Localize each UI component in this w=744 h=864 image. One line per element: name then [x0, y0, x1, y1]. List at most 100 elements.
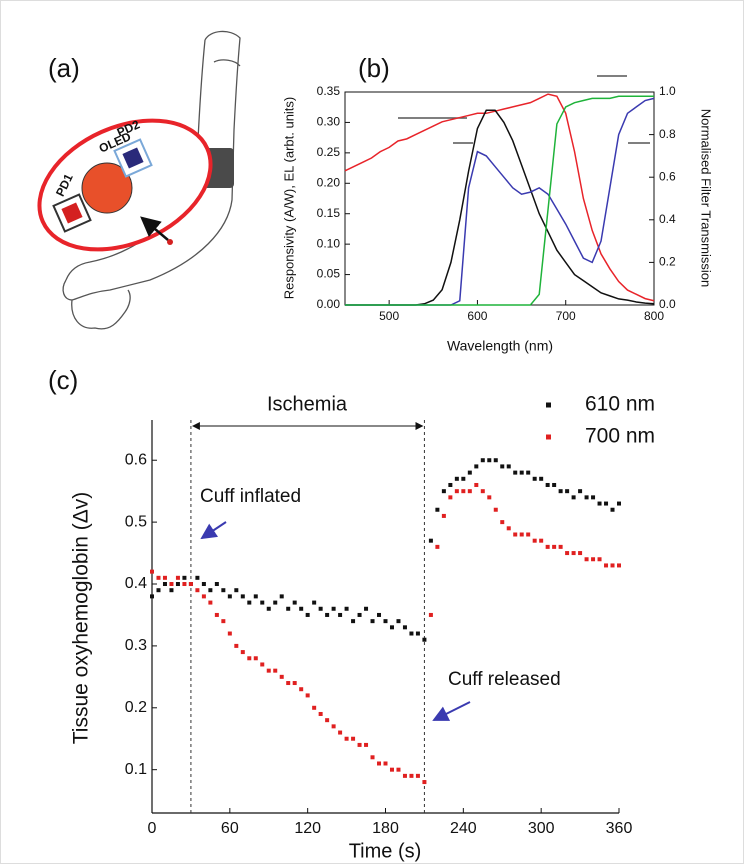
data-point: [162, 575, 167, 580]
data-point: [357, 612, 362, 617]
data-point: [260, 662, 265, 667]
data-point: [448, 482, 453, 487]
data-point: [461, 489, 466, 494]
data-point: [325, 718, 330, 723]
data-point: [532, 476, 537, 481]
data-point: [480, 458, 485, 463]
data-point: [364, 742, 369, 747]
y2-tick-label: 0.6: [659, 169, 676, 183]
panel-label: (a): [48, 53, 80, 83]
data-point: [195, 575, 200, 580]
data-point: [578, 551, 583, 556]
data-point: [493, 507, 498, 512]
legend-marker: [546, 402, 551, 408]
data-point: [240, 594, 245, 599]
data-point: [383, 619, 388, 624]
data-point: [610, 563, 615, 568]
pointer-arrow: [140, 216, 169, 241]
data-point: [208, 600, 213, 605]
data-point: [435, 544, 440, 549]
data-point: [467, 470, 472, 475]
x-axis-title: Wavelength (nm): [447, 338, 553, 354]
data-point: [389, 767, 394, 772]
y-tick-label: 0.20: [317, 175, 341, 189]
data-point: [539, 538, 544, 543]
x-tick-label: 360: [606, 820, 633, 837]
data-point: [610, 507, 615, 512]
data-point: [175, 582, 180, 587]
data-point: [428, 538, 433, 543]
y-tick-label: 0.10: [317, 236, 341, 250]
data-point: [286, 606, 291, 611]
data-point: [377, 761, 382, 766]
x-tick-label: 700: [556, 309, 576, 323]
y-tick-label: 0.1: [125, 761, 147, 778]
data-point: [409, 631, 414, 636]
sensor-dot: [167, 239, 173, 245]
data-point: [454, 489, 459, 494]
data-point: [597, 501, 602, 506]
y2-tick-label: 0.2: [659, 255, 676, 269]
data-point: [545, 544, 550, 549]
data-point: [260, 600, 265, 605]
y2-tick-label: 0.0: [659, 297, 676, 311]
data-point: [370, 755, 375, 760]
data-point: [604, 563, 609, 568]
x-tick-label: 60: [221, 820, 239, 837]
data-point: [565, 551, 570, 556]
data-point: [201, 582, 206, 587]
data-point: [500, 464, 505, 469]
data-point: [461, 476, 466, 481]
data-point: [402, 625, 407, 630]
data-point: [150, 569, 154, 574]
data-point: [227, 594, 232, 599]
data-point: [279, 674, 284, 679]
data-point: [169, 582, 174, 587]
y-axis-title: Responsivity (A/W), EL (arbt. units): [281, 97, 296, 300]
data-point: [253, 656, 258, 661]
data-point: [526, 532, 531, 537]
data-point: [565, 489, 570, 494]
data-point: [617, 563, 621, 568]
data-point: [500, 520, 505, 525]
data-point: [351, 736, 356, 741]
annotation: Cuff released: [448, 669, 561, 690]
data-point: [214, 582, 219, 587]
data-point: [305, 693, 310, 698]
panel-label: (c): [48, 365, 78, 395]
data-point: [234, 643, 239, 648]
data-point: [357, 742, 362, 747]
annotation-arrow: [432, 701, 471, 721]
data-point: [331, 724, 336, 729]
x-tick-label: 0: [148, 820, 157, 837]
data-point: [415, 773, 420, 778]
panel-label: (b): [358, 53, 390, 83]
data-point: [597, 557, 602, 562]
data-point: [195, 588, 200, 593]
y-tick-label: 0.2: [125, 699, 147, 716]
filter-markers: [398, 75, 650, 144]
data-point: [338, 730, 343, 735]
data-point: [325, 612, 330, 617]
data-point: [247, 656, 252, 661]
data-point: [552, 482, 557, 487]
annotation: Cuff inflated: [200, 486, 301, 507]
data-point: [221, 619, 226, 624]
data-point: [441, 513, 446, 518]
series-line: [345, 97, 655, 306]
data-point: [299, 687, 304, 692]
data-point: [331, 606, 336, 611]
data-point: [299, 606, 304, 611]
legend-label: 700 nm: [585, 425, 655, 448]
data-point: [318, 711, 323, 716]
data-point: [435, 507, 440, 512]
y2-tick-label: 1.0: [659, 84, 676, 98]
x-tick-label: 120: [294, 820, 321, 837]
data-point: [338, 612, 343, 617]
data-point: [422, 780, 427, 785]
data-point: [480, 489, 485, 494]
y-tick-label: 0.6: [125, 451, 147, 468]
data-point: [467, 489, 472, 494]
data-point: [545, 482, 550, 487]
